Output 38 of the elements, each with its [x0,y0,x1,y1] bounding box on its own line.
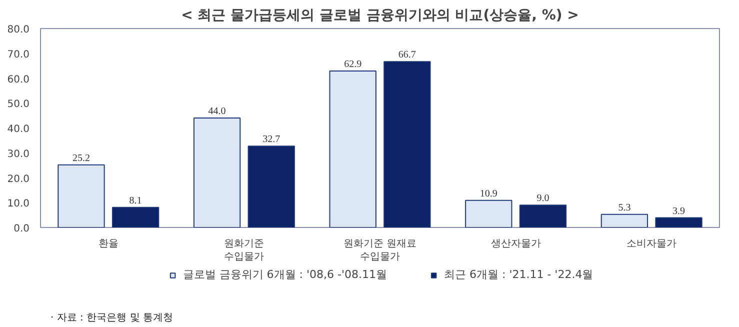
bar [465,200,512,228]
x-tick-label: 환율 [98,238,118,250]
y-tick-label: 40.0 [7,124,30,135]
y-tick-label: 80.0 [7,24,30,36]
bar [600,214,648,228]
data-label: 32.7 [262,134,280,146]
data-label: 9.0 [536,193,550,204]
bar [112,206,160,228]
bar [384,61,431,228]
legend-label: 최근 6개월 : '21.11 - '22.4월 [444,267,594,282]
data-label: 5.3 [618,202,631,214]
bar [655,217,702,228]
legend-label: 글로벌 금융위기 6개월 : '08,6 -'08.11월 [182,267,387,282]
x-tick-label: 생산자물가 [490,238,541,250]
y-tick-label: 60.0 [7,74,30,86]
y-tick-label: 70.0 [7,49,30,60]
y-tick-label: 50.0 [7,99,30,110]
data-label: 62.9 [344,59,362,70]
data-label: 66.7 [398,50,416,61]
bar [519,204,567,228]
y-tick-label: 10.0 [7,198,30,210]
data-label: 25.2 [72,152,90,164]
data-label: 44.0 [208,106,226,118]
y-tick-label: 20.0 [7,174,30,185]
y-tick-label: 0.0 [14,224,30,234]
data-label: 3.9 [672,206,686,217]
data-label: 8.1 [129,195,142,206]
y-tick-label: 30.0 [7,148,30,160]
x-tick-label: 소비자물가 [626,238,677,250]
x-tick-label: 원화기준 원재료 수입물가 [343,238,417,263]
text: · 자료 : 한국은행 및 통계청 [50,312,173,324]
bar [58,164,105,228]
data-label: 10.9 [480,188,498,200]
chart-title: < 최근 물가급등세의 글로벌 금융위기와의 비교(상승율, %) > [181,8,579,24]
bar [248,146,295,228]
bar [329,70,376,228]
x-tick-label: 원화기준 수입물가 [224,238,264,263]
bar [193,118,241,228]
